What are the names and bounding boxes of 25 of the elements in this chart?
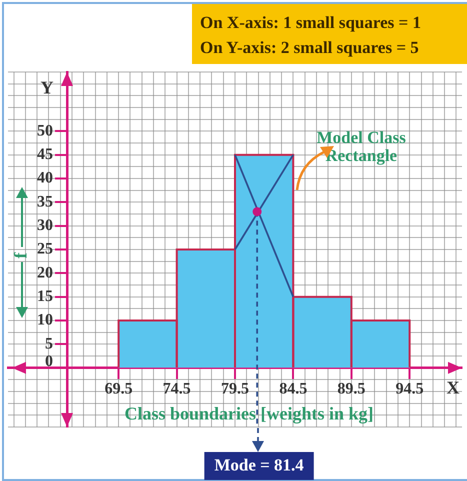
x-tick-label: 89.5: [337, 380, 366, 398]
x-tick-label: 84.5: [279, 380, 308, 398]
y-tick-label: 10: [37, 312, 54, 329]
text: On Y-axis: 2 small squares = 5: [200, 37, 420, 59]
y-tick-label: 50: [37, 122, 54, 140]
y-tick-label: 25: [37, 240, 54, 258]
y-tick-label: 15: [37, 288, 54, 305]
annotation: Y: [40, 78, 54, 98]
y-tick-label: 0: [45, 352, 54, 370]
y-tick-label: 45: [37, 146, 54, 163]
x-axis-title: Class boundaries [weights in kg]: [124, 403, 374, 424]
text: Mode = 81.4: [214, 455, 304, 474]
annotation: Model Class Rectangle: [316, 128, 406, 166]
annotation: X: [446, 377, 460, 398]
x-tick-label: 69.5: [104, 380, 133, 398]
x-tick-label: 74.5: [162, 380, 191, 398]
y-tick-label: 35: [37, 193, 54, 210]
y-tick-label: 30: [37, 216, 54, 234]
y-tick-label: 5: [45, 335, 54, 352]
y-tick-label: 40: [37, 170, 54, 187]
y-tick-label: 20: [37, 264, 54, 282]
y-axis-title: f: [10, 252, 31, 258]
x-tick-label: 79.5: [221, 380, 249, 398]
x-tick-label: 94.5: [396, 380, 424, 398]
text: On X-axis: 1 small squares = 1: [200, 12, 422, 34]
